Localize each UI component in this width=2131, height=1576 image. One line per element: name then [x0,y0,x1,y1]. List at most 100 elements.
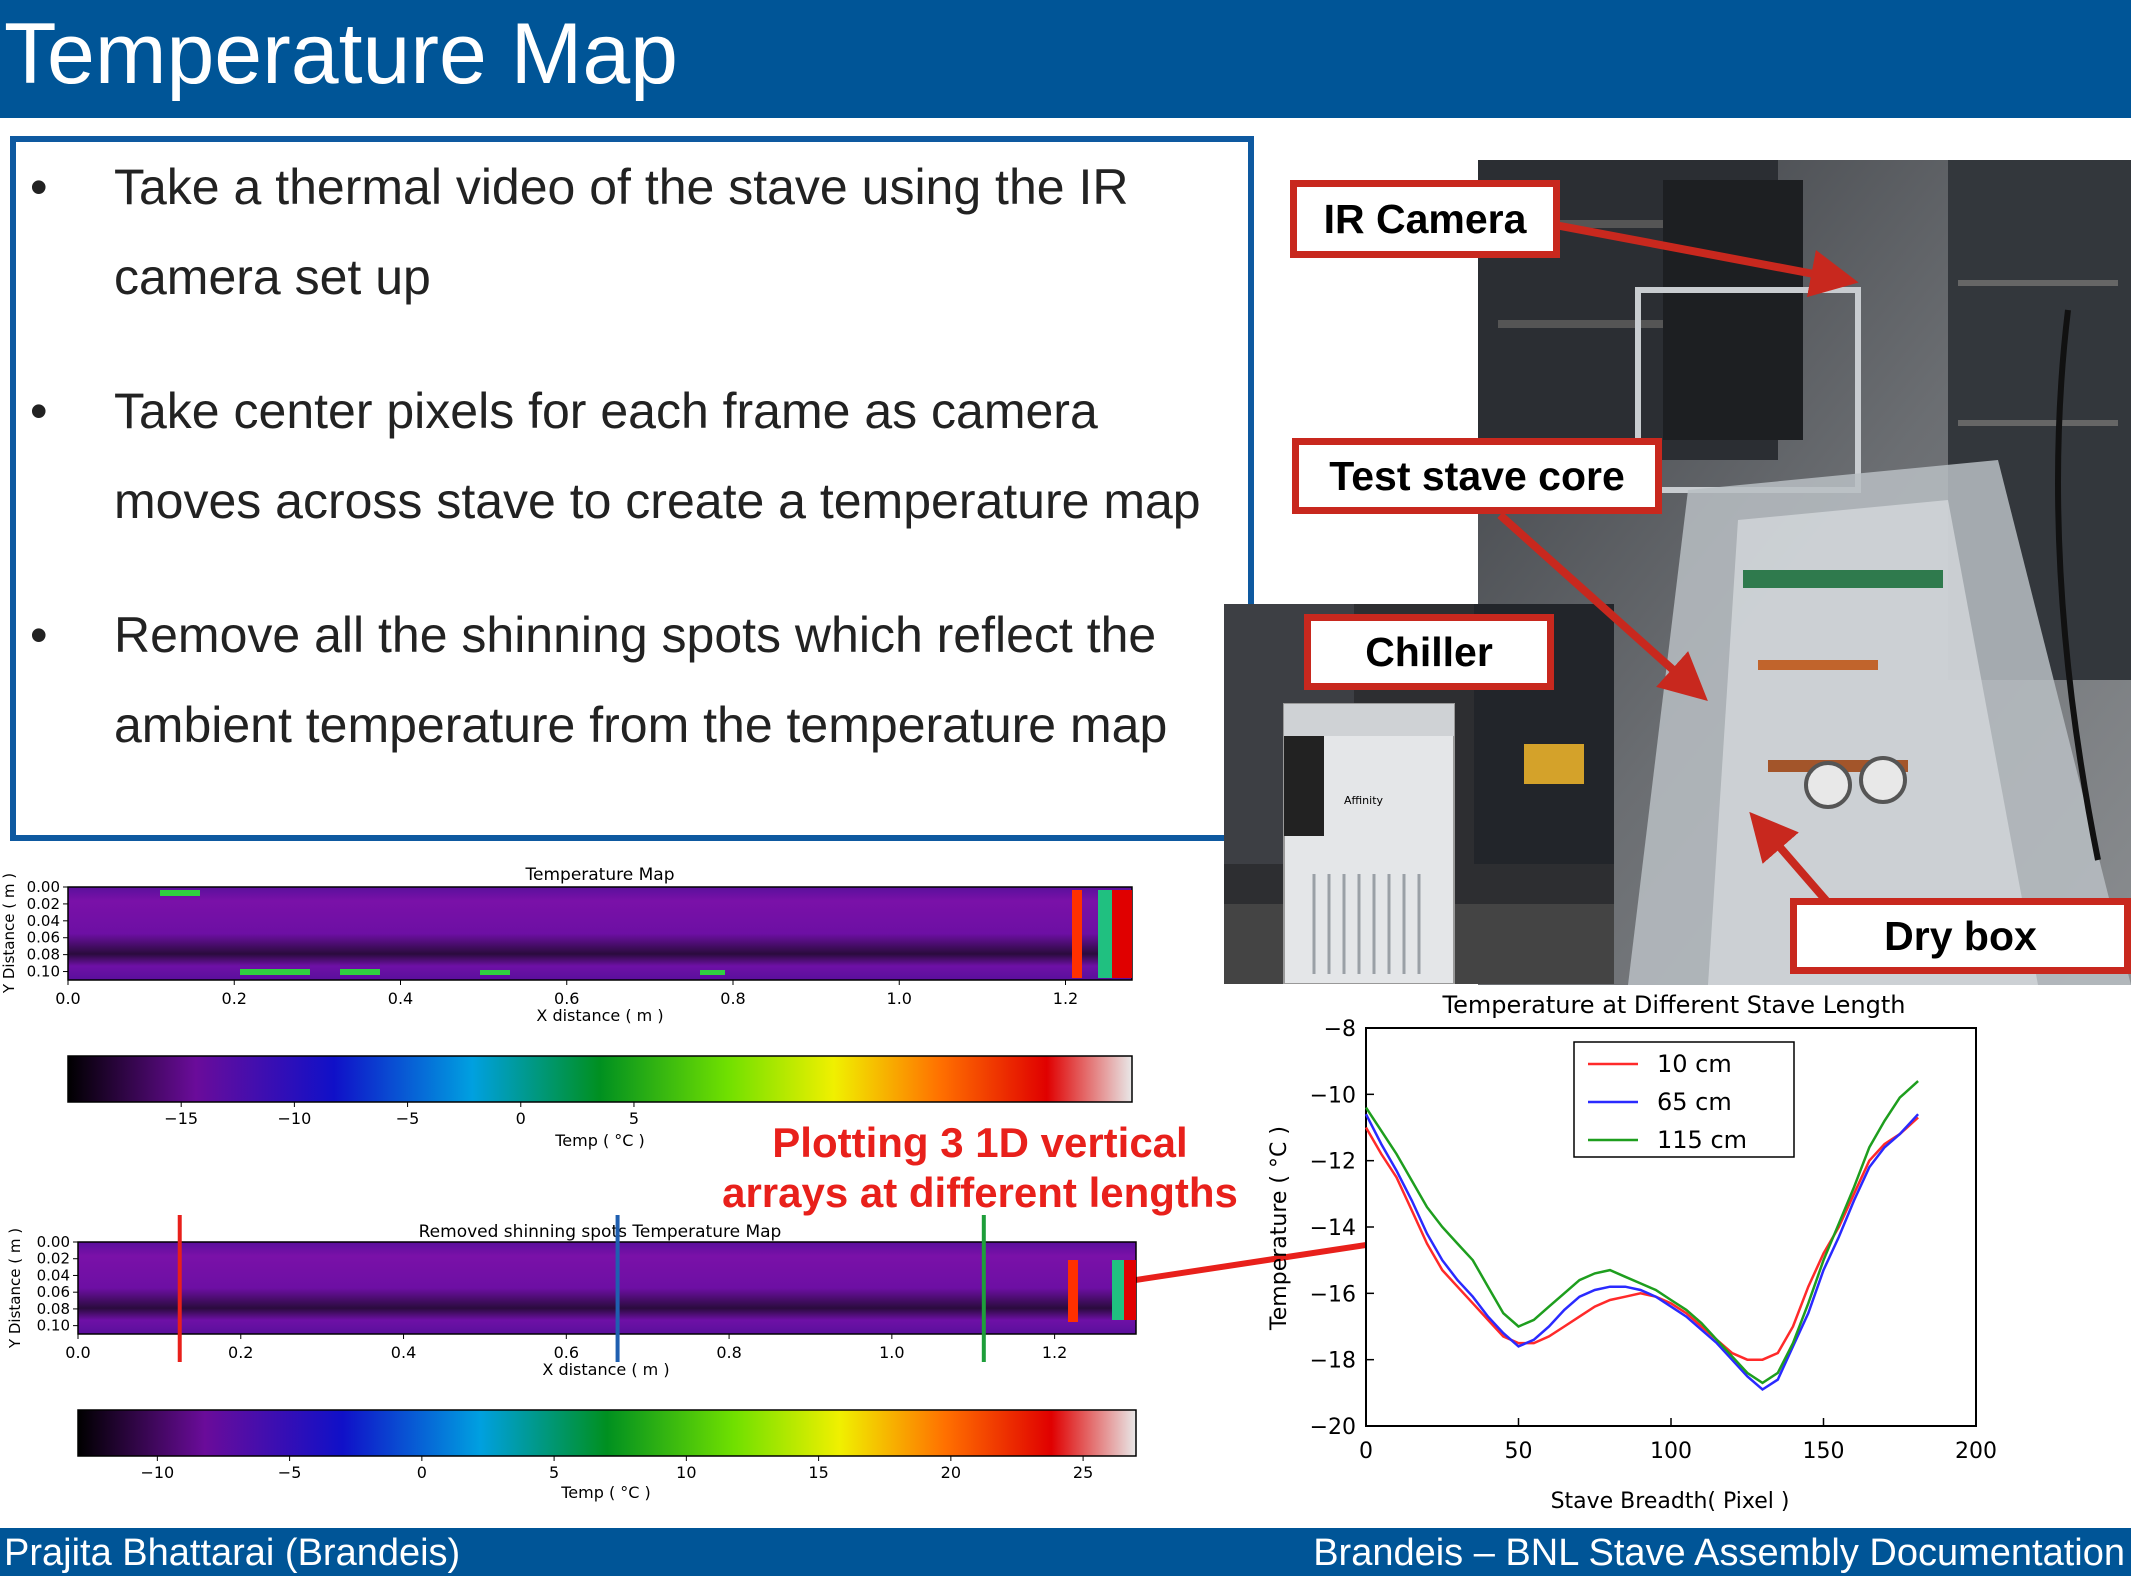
colorbar-tick-label: −5 [278,1463,302,1482]
colorbar-tick-label: −10 [140,1463,174,1482]
hm1-ylabel: Y Distance ( m ) [0,873,18,994]
hm2-hot-spots [1068,1260,1136,1322]
colorbar-tick-label: −5 [396,1109,420,1128]
hm1-xlabel: X distance ( m ) [536,1006,663,1025]
bullet-box: • Take a thermal video of the stave usin… [10,136,1254,841]
x-tick-label: 0.0 [65,1343,90,1362]
x-tick-label: 0.2 [222,989,247,1008]
series-line-1 [1364,1116,1919,1361]
removed-spots-map-chart: Removed shinning spots Temperature Map 0… [6,1215,1137,1502]
annotation-line-2: arrays at different lengths [722,1169,1238,1216]
hm1-hot-spots [160,890,1132,978]
colorbar-tick-label: 10 [676,1463,696,1482]
series-line-3 [1364,1080,1919,1385]
x-tick-label: 0.4 [391,1343,416,1362]
y-tick-label: 0.10 [27,963,60,981]
x-tick-label: 1.2 [1042,1343,1067,1362]
series-line-2 [1364,1113,1920,1392]
footer-bar [0,1528,2131,1576]
annotation-line-1: Plotting 3 1D vertical [772,1119,1188,1166]
colorbar-tick-label: 15 [808,1463,828,1482]
y-tick-label: −14 [1310,1216,1356,1241]
y-tick-label: 0.06 [27,929,60,947]
x-tick-label: 0.6 [554,989,579,1008]
x-tick-label: 0.8 [720,989,745,1008]
y-tick-label: 0.02 [27,895,60,913]
x-tick-label: 0.4 [388,989,413,1008]
hm2-ylabel: Y Distance ( m ) [6,1228,24,1349]
x-tick-label: 200 [1955,1439,1997,1464]
x-tick-label: 1.0 [879,1343,904,1362]
callout-chiller: Chiller [1304,614,1554,690]
colorbar-tick-label: 5 [629,1109,639,1128]
y-tick-label: −10 [1310,1083,1356,1108]
colorbar-tick-label: 20 [941,1463,961,1482]
y-tick-label: −18 [1310,1349,1356,1374]
slide-title: Temperature Map [4,6,678,102]
y-tick-label: 0.08 [37,1300,70,1318]
footer-project: Brandeis – BNL Stave Assembly Documentat… [1313,1532,2125,1574]
line-chart-xlabel: Stave Breadth( Pixel ) [1551,1489,1790,1514]
hm2-colorbar [77,1409,1137,1457]
colorbar-tick-label: 0 [417,1463,427,1482]
ir-camera-arrow [1554,221,1859,298]
line-chart-legend: 10 cm 65 cm 115 cm [1573,1041,1795,1158]
dry-box-arrow [1749,811,1834,908]
test-stave-arrow [1497,512,1708,702]
x-tick-label: 0.8 [716,1343,741,1362]
temperature-map-chart: Temperature Map 0.0 0.2 0.4 0.6 0.8 1.0 1.2 0.… [0,865,1133,1150]
hm1-colorbar-label: Temp ( °C ) [554,1131,645,1150]
legend-label: 10 cm [1657,1050,1732,1078]
x-tick-label: 0.6 [554,1343,579,1362]
x-tick-label: 100 [1650,1439,1692,1464]
bullet-text: Take center pixels for each frame as cam… [114,383,1201,529]
callout-ir-camera: IR Camera [1290,180,1560,258]
title-bar [0,0,2131,118]
x-tick-label: 150 [1803,1439,1845,1464]
y-tick-label: 0.04 [27,912,60,930]
y-tick-label: 0.00 [37,1233,70,1251]
y-tick-label: −20 [1310,1415,1356,1440]
line-chart-ylabel: Temperature ( °C ) [1267,1126,1292,1331]
hm2-field [78,1242,1136,1334]
bullet-dot: • [30,159,48,215]
x-tick-label: 1.2 [1053,989,1078,1008]
y-tick-label: 0.00 [27,878,60,896]
x-tick-label: 1.0 [887,989,912,1008]
legend-label: 65 cm [1657,1088,1732,1116]
hm2-colorbar-label: Temp ( °C ) [560,1483,651,1502]
hm1-field [68,887,1132,980]
y-tick-label: −8 [1324,1017,1356,1042]
footer-author: Prajita Bhattarai (Brandeis) [4,1532,461,1574]
colorbar-tick-label: −10 [278,1109,312,1128]
legend-label: 115 cm [1657,1126,1747,1154]
colorbar-tick-label: −15 [164,1109,198,1128]
y-tick-label: 0.02 [37,1250,70,1268]
hm1-title: Temperature Map [525,865,675,885]
colorbar-tick-label: 25 [1073,1463,1093,1482]
bullet-dot: • [30,383,48,439]
y-tick-label: 0.06 [37,1283,70,1301]
x-tick-label: 50 [1505,1439,1533,1464]
line-chart: Temperature at Different Stave Length 0 5… [1267,991,1997,1514]
x-tick-label: 0.0 [55,989,80,1008]
bullet-dot: • [30,607,48,663]
colorbar-tick-label: 5 [549,1463,559,1482]
colorbar-tick-label: 0 [516,1109,526,1128]
x-tick-label: 0.2 [228,1343,253,1362]
y-tick-label: 0.10 [37,1317,70,1335]
chiller-brand-label: Affinity [1344,794,1384,807]
line-chart-title: Temperature at Different Stave Length [1442,991,1906,1019]
hm2-xlabel: X distance ( m ) [542,1360,669,1379]
y-tick-label: −12 [1310,1150,1356,1175]
bullet-text: Remove all the shinning spots which refl… [114,607,1168,753]
bullet-text: Take a thermal video of the stave using … [114,159,1129,305]
hm2-title: Removed shinning spots Temperature Map [419,1222,782,1242]
callout-test-stave-core: Test stave core [1292,438,1662,514]
hm1-colorbar [67,1055,1133,1103]
y-tick-label: 0.04 [37,1266,70,1284]
y-tick-label: 0.08 [27,946,60,964]
plotting-annotation: Plotting 3 1D vertical arrays at differe… [700,1118,1260,1218]
x-tick-label: 0 [1359,1439,1373,1464]
y-tick-label: −16 [1310,1282,1356,1307]
